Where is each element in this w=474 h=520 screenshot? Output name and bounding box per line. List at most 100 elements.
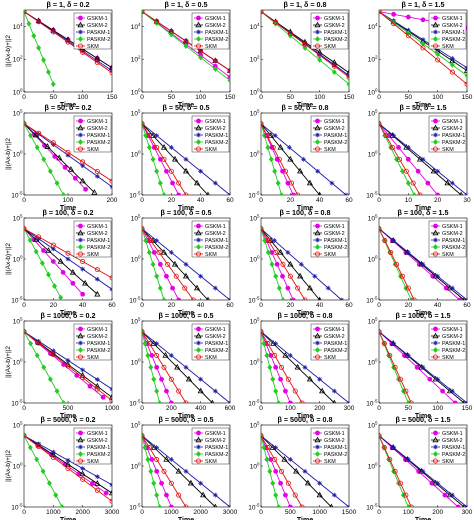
x-tick-label: 100 [314, 94, 325, 101]
legend-label: PASKM-1 [87, 238, 110, 244]
legend-marker [195, 229, 202, 236]
series-marker-skm [287, 273, 293, 279]
series-line-skm [142, 11, 230, 72]
series-marker-skm [142, 433, 145, 439]
x-tick-label: 10 [405, 197, 413, 204]
legend-label: GSKM-2 [205, 231, 226, 237]
legend-label: GSKM-1 [205, 431, 226, 437]
legend-label: PASKM-2 [324, 245, 347, 251]
series-marker-paskm-2 [151, 376, 157, 383]
series-marker-gskm-2 [306, 284, 313, 291]
legend-label: GSKM-2 [324, 231, 345, 237]
series-marker-skm [161, 364, 167, 370]
series-marker-paskm-2 [52, 283, 58, 290]
series-marker-paskm-2 [24, 432, 27, 439]
y-tick-label: 100 [13, 88, 23, 97]
series-group [24, 225, 112, 300]
series-marker-paskm-2 [145, 456, 151, 463]
y-tick-label: 105 [13, 317, 23, 326]
subplot-4-0: β = 5000, δ = 0.2 0 1000 2000 3000 10-5 100 105… [5, 415, 120, 520]
x-tick-label: 100 [77, 94, 88, 101]
x-tick-label: 0 [259, 405, 263, 412]
series-marker-paskm-2 [39, 260, 45, 267]
subplot-1-2: β = 50, δ = 0.8 0 20 40 60 10-5 100 105 Time GSKM… [248, 103, 353, 212]
y-tick-label: 105 [250, 214, 260, 223]
series-marker-skm [80, 258, 86, 264]
series-marker-paskm-1 [464, 65, 467, 71]
legend-label: PASKM-2 [87, 452, 110, 458]
series-marker-paskm-1 [301, 156, 306, 162]
legend-marker [432, 244, 439, 250]
x-tick-label: 0 [22, 197, 26, 204]
series-marker-paskm-2 [261, 340, 267, 347]
legend-marker [315, 29, 320, 35]
x-tick-label: 20 [168, 197, 176, 204]
series-marker-paskm-1 [331, 62, 337, 68]
y-tick-label: 105 [368, 421, 378, 430]
series-marker-gskm-2 [281, 456, 288, 462]
y-tick-label: 105 [13, 214, 23, 223]
x-tick-label: 1000 [105, 405, 120, 412]
series-marker-skm [65, 250, 71, 256]
y-tick-label: 100 [131, 88, 141, 97]
series-line-skm [24, 331, 112, 401]
series-marker-gskm-1 [457, 297, 463, 300]
subplot-4-3: β = 5000, δ = 1.5 0 100 200 300 10-5 100 105 Tim… [366, 415, 473, 520]
series-group [142, 328, 230, 403]
x-tick-label: 0 [140, 94, 144, 101]
series-marker-paskm-1 [391, 238, 397, 243]
x-axis-label: Time [60, 205, 76, 212]
series-marker-paskm-2 [59, 504, 65, 507]
series-marker-gskm-2 [416, 155, 424, 162]
series-marker-paskm-1 [449, 388, 455, 394]
series-group [24, 10, 112, 88]
series-marker-paskm-1 [331, 492, 337, 498]
series-marker-gskm-2 [444, 179, 451, 186]
legend-marker [78, 118, 83, 124]
series-marker-skm [109, 70, 112, 76]
legend-label: GSKM-1 [324, 224, 345, 230]
series-marker-paskm-1 [329, 180, 335, 186]
series-marker-gskm-1 [70, 280, 76, 286]
series-line-gskm-2 [261, 331, 335, 403]
series-marker-paskm-1 [302, 41, 308, 46]
series-marker-gskm-1 [157, 261, 163, 267]
legend-label: GSKM-2 [205, 126, 226, 132]
series-marker-skm [168, 376, 174, 382]
legend-marker [78, 43, 84, 49]
x-tick-label: 0 [259, 302, 263, 309]
series-marker-gskm-1 [435, 192, 441, 195]
series-marker-paskm-2 [41, 156, 47, 163]
series-marker-paskm-2 [276, 400, 282, 403]
x-tick-label: 30 [463, 197, 471, 204]
series-marker-gskm-1 [440, 388, 445, 394]
subplot-2-2: β = 100, δ = 0.8 0 20 40 60 10-5 100 105 Time GSK… [248, 208, 353, 317]
series-marker-paskm-1 [420, 468, 426, 474]
series-marker-skm [273, 20, 279, 26]
series-marker-paskm-1 [449, 285, 455, 291]
series-marker-paskm-2 [157, 504, 163, 507]
subplot-0-2: β = 1, δ = 0.8 0 50 100 150 100 102 104 Time GSKM… [250, 0, 355, 109]
series-marker-paskm-1 [420, 156, 426, 162]
legend-marker [77, 436, 84, 443]
subplot-title: β = 100, δ = 0.8 [279, 208, 330, 217]
subplot-4-2: β = 5000, δ = 0.8 0 500 1000 1500 10-5 100 105 T… [248, 415, 356, 520]
x-tick-label: 0 [22, 405, 26, 412]
series-marker-gskm-2 [210, 399, 215, 403]
series-marker-paskm-2 [280, 297, 286, 300]
series-marker-skm [403, 388, 409, 394]
series-marker-paskm-1 [287, 457, 293, 462]
x-tick-label: 40 [197, 302, 205, 309]
y-tick-label: 10-5 [11, 191, 23, 200]
series-marker-skm [176, 492, 182, 498]
series-marker-gskm-2 [33, 236, 40, 242]
series-marker-gskm-1 [164, 492, 169, 498]
legend-label: GSKM-2 [87, 231, 108, 237]
legend-marker [195, 451, 202, 457]
series-marker-gskm-1 [80, 291, 86, 297]
